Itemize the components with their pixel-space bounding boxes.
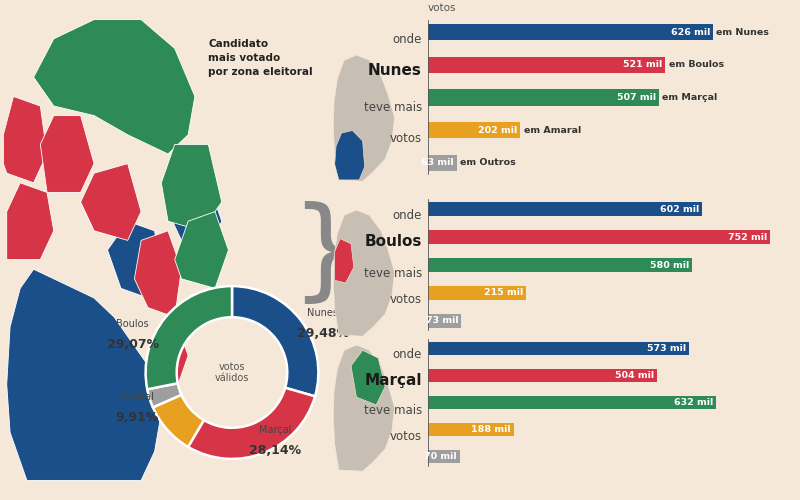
Polygon shape (3, 96, 47, 183)
Text: em Outros: em Outros (460, 158, 516, 168)
Text: Boulos: Boulos (364, 234, 422, 250)
Bar (428, 230, 770, 244)
Text: 215 mil: 215 mil (484, 288, 523, 298)
Text: Nunes: Nunes (368, 63, 422, 78)
Bar (428, 342, 689, 355)
Polygon shape (351, 350, 385, 405)
Text: 188 mil: 188 mil (471, 425, 511, 434)
Text: 573 mil: 573 mil (647, 344, 686, 353)
Bar (428, 154, 457, 171)
Bar (428, 314, 462, 328)
Text: 9,91%: 9,91% (115, 411, 158, 424)
Text: 504 mil: 504 mil (615, 371, 654, 380)
Text: em Amaral: em Amaral (523, 126, 581, 134)
Text: teve mais: teve mais (363, 404, 422, 417)
Text: 29,07%: 29,07% (106, 338, 158, 351)
Text: 752 mil: 752 mil (728, 232, 767, 241)
Text: em Marçal: em Marçal (662, 93, 718, 102)
Text: onde: onde (392, 209, 422, 222)
Text: em Nunes: em Nunes (717, 28, 770, 36)
Bar (428, 286, 526, 300)
Text: teve mais: teve mais (363, 267, 422, 280)
Text: Marçal: Marçal (364, 372, 422, 388)
Text: 73 mil: 73 mil (426, 316, 458, 326)
Text: 521 mil: 521 mil (623, 60, 662, 70)
Polygon shape (148, 317, 188, 394)
Wedge shape (146, 286, 232, 390)
Polygon shape (6, 183, 54, 260)
Polygon shape (334, 130, 365, 180)
Wedge shape (153, 395, 204, 447)
Polygon shape (334, 55, 394, 181)
Text: 580 mil: 580 mil (650, 260, 689, 270)
Text: votos: votos (390, 430, 422, 442)
Text: teve mais: teve mais (363, 101, 422, 114)
Bar (428, 202, 702, 216)
Text: onde: onde (392, 33, 422, 46)
Polygon shape (334, 238, 354, 283)
Text: Candidato
mais votado
por zona eleitoral: Candidato mais votado por zona eleitoral (208, 39, 313, 77)
Polygon shape (81, 164, 141, 240)
Polygon shape (334, 345, 394, 471)
Bar (428, 56, 665, 73)
Polygon shape (334, 210, 394, 336)
Bar (428, 24, 713, 40)
Wedge shape (232, 286, 318, 397)
Text: 28,14%: 28,14% (249, 444, 302, 457)
Text: Boulos: Boulos (116, 319, 149, 329)
Bar (428, 369, 658, 382)
Text: votos
válidos: votos válidos (215, 362, 249, 384)
Text: Amaral: Amaral (119, 392, 154, 402)
Polygon shape (174, 212, 229, 288)
Bar (428, 258, 692, 272)
Text: votos: votos (390, 132, 422, 145)
Bar (428, 450, 460, 463)
Polygon shape (107, 221, 162, 298)
Text: 70 mil: 70 mil (425, 452, 457, 461)
Bar (428, 90, 658, 106)
Bar (428, 122, 520, 138)
Text: 63 mil: 63 mil (422, 158, 454, 168)
Polygon shape (162, 144, 222, 231)
Text: 632 mil: 632 mil (674, 398, 713, 407)
Text: }: } (290, 202, 362, 308)
Polygon shape (134, 231, 182, 317)
Text: 626 mil: 626 mil (670, 28, 710, 36)
Text: 29,48%: 29,48% (297, 327, 349, 340)
Text: Nunes: Nunes (307, 308, 338, 318)
Text: votos: votos (428, 2, 457, 12)
Text: 507 mil: 507 mil (617, 93, 656, 102)
Text: 202 mil: 202 mil (478, 126, 517, 134)
Text: onde: onde (392, 348, 422, 362)
Text: Marçal: Marçal (259, 424, 291, 434)
Bar (428, 422, 514, 436)
Wedge shape (188, 388, 315, 459)
Polygon shape (40, 116, 94, 192)
Wedge shape (147, 383, 182, 407)
Text: em Boulos: em Boulos (669, 60, 724, 70)
Polygon shape (6, 269, 162, 480)
Text: votos: votos (390, 294, 422, 306)
Text: 602 mil: 602 mil (660, 204, 699, 214)
Bar (428, 396, 715, 409)
Polygon shape (168, 183, 222, 250)
Polygon shape (34, 20, 195, 154)
